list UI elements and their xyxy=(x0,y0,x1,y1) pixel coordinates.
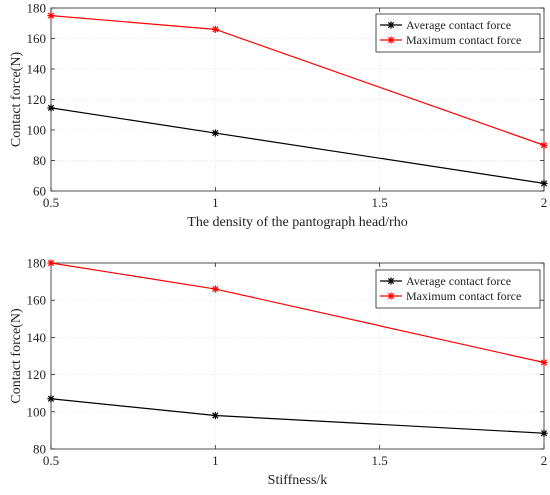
y-tick-label: 180 xyxy=(27,256,47,271)
x-tick-label: 0.5 xyxy=(43,453,59,468)
y-tick-label: 100 xyxy=(27,404,47,419)
legend-marker xyxy=(387,36,395,44)
data-point-marker xyxy=(47,395,55,403)
data-point-marker xyxy=(47,259,55,267)
x-axis-label: Stiffness/k xyxy=(268,473,328,488)
data-point-marker xyxy=(47,12,55,20)
x-tick-label: 1 xyxy=(212,195,219,210)
legend-marker xyxy=(387,292,395,300)
legend-marker xyxy=(387,277,395,285)
x-tick-label: 1.5 xyxy=(372,195,388,210)
y-axis-label: Contact force(N) xyxy=(9,52,24,148)
y-tick-label: 140 xyxy=(27,62,47,77)
x-tick-label: 2 xyxy=(541,195,548,210)
y-tick-label: 80 xyxy=(33,442,46,457)
data-point-marker xyxy=(540,429,548,437)
y-tick-label: 80 xyxy=(33,153,46,168)
x-tick-label: 0.5 xyxy=(43,195,59,210)
data-point-marker xyxy=(540,179,548,187)
x-tick-label: 1.5 xyxy=(372,453,388,468)
chart-2: 0.5 1 1.5 2 80 100 120 140 160 180 Stiffness/k Cont… xyxy=(9,256,548,488)
data-point-marker xyxy=(211,285,219,293)
y-tick-label: 120 xyxy=(27,367,47,382)
chart-1: 0.5 1 1.5 2 60 80 100 120 140 160 180 The density o… xyxy=(9,1,548,230)
data-point-marker xyxy=(211,411,219,420)
y-tick-label: 160 xyxy=(27,293,47,308)
legend-box xyxy=(375,269,541,309)
legend-label: Maximum contact force xyxy=(406,289,521,303)
x-axis-label: The density of the pantograph head/rho xyxy=(187,215,407,230)
y-tick-label: 140 xyxy=(27,330,47,345)
y-tick-label: 180 xyxy=(27,1,47,16)
data-point-marker xyxy=(47,104,55,112)
series-line-average xyxy=(50,398,545,434)
legend-label: Average contact force xyxy=(406,18,511,32)
legend-box xyxy=(375,13,541,53)
x-tick-label: 1 xyxy=(212,453,219,468)
plot-frame xyxy=(50,262,545,450)
y-tick-label: 160 xyxy=(27,31,47,46)
y-axis-label: Contact force(N) xyxy=(9,308,24,404)
legend-marker xyxy=(387,21,395,29)
legend-label: Average contact force xyxy=(406,274,511,288)
y-tick-label: 100 xyxy=(27,123,47,138)
data-point-marker xyxy=(540,358,548,367)
data-point-marker xyxy=(540,141,548,149)
y-tick-label: 60 xyxy=(33,184,46,199)
x-tick-label: 2 xyxy=(541,453,548,468)
data-point-marker xyxy=(211,25,219,33)
data-point-marker xyxy=(211,129,219,137)
y-tick-label: 120 xyxy=(27,92,47,107)
legend-label: Maximum contact force xyxy=(406,33,521,47)
